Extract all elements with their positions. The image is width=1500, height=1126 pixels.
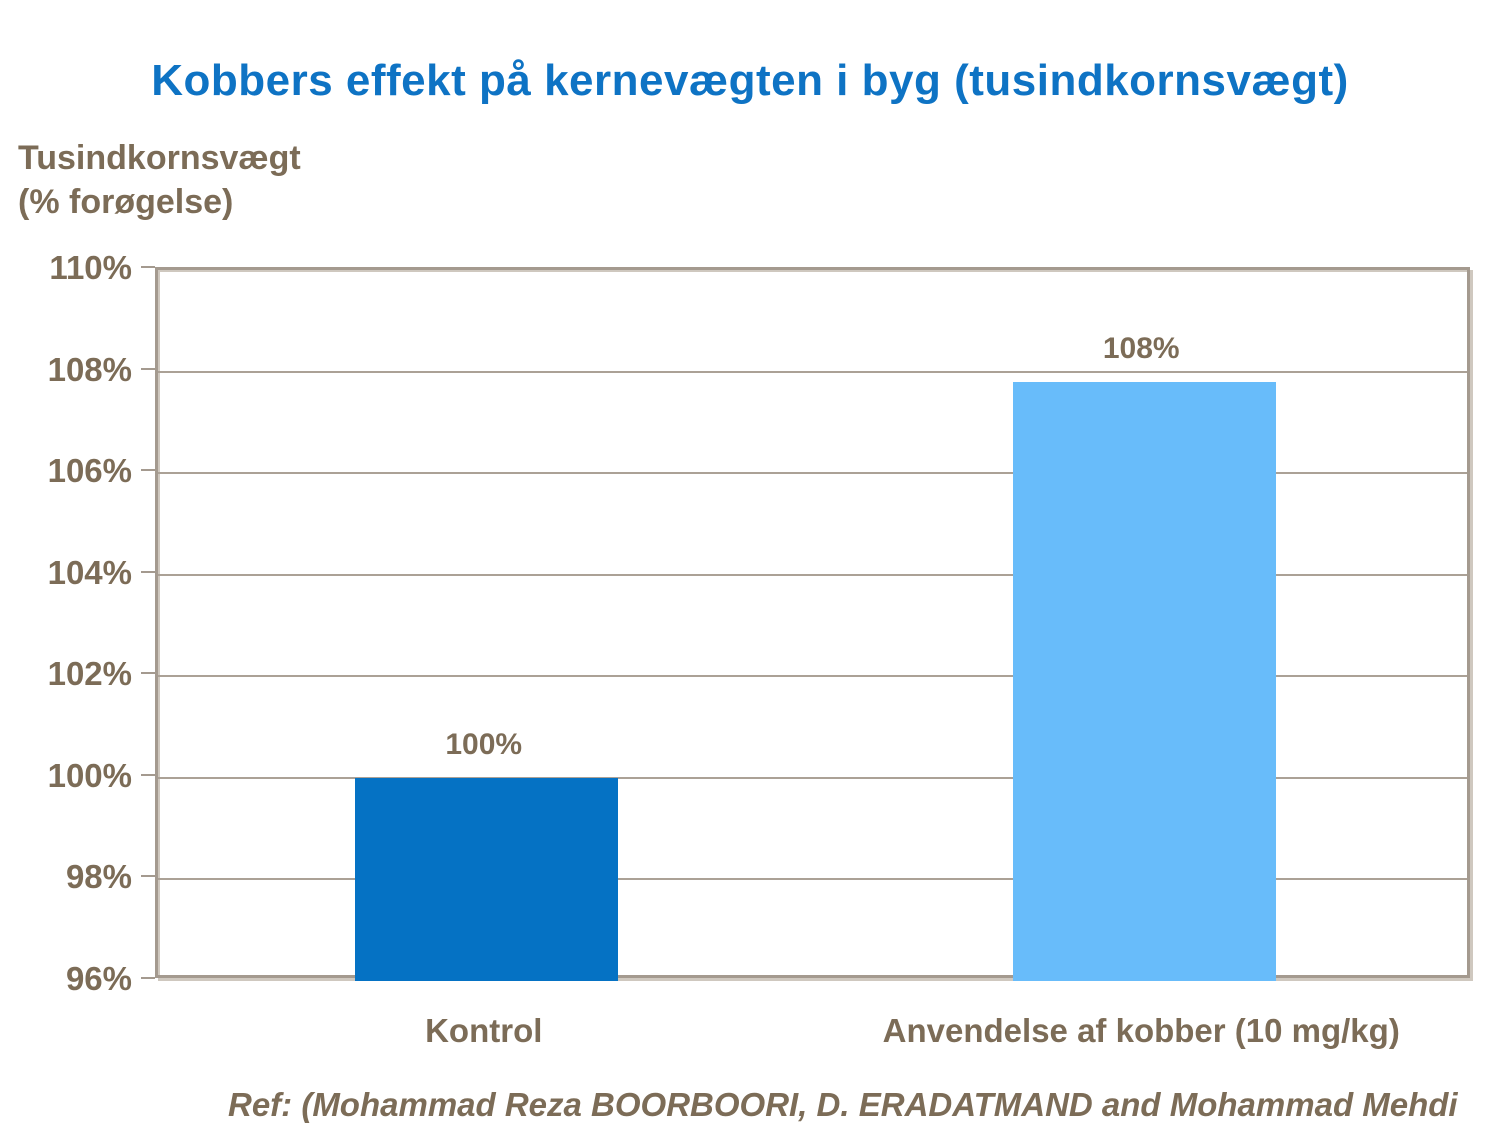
- y-axis-tick-104: [141, 570, 155, 573]
- y-axis-tick-110: [141, 266, 155, 268]
- x-category-label-2: Anvendelse af kobber (10 mg/kg): [882, 1012, 1400, 1049]
- bar-value-label-2: 108%: [1102, 331, 1180, 365]
- y-axis-tick-98: [141, 875, 155, 878]
- bar-value-label-1: 100%: [445, 727, 523, 761]
- gridline-108: [158, 370, 1467, 373]
- y-axis-title-line-1: Tusindkornsvægt: [18, 139, 301, 177]
- y-axis-tick-108: [141, 367, 155, 370]
- y-axis-title: Tusindkornsvægt (% forøgelse): [18, 136, 301, 224]
- x-category-label-1: Kontrol: [425, 1012, 543, 1049]
- y-axis-title-line-2: (% forøgelse): [18, 183, 234, 222]
- y-tick-label-106: 106%: [47, 452, 132, 490]
- y-tick-label-110: 110%: [49, 249, 132, 286]
- chart-title: Kobbers effekt på kernevægten i byg (tus…: [151, 56, 1349, 105]
- y-tick-label-104: 104%: [47, 553, 132, 591]
- y-tick-label-96: 96%: [65, 960, 132, 997]
- y-axis-tick-106: [141, 469, 155, 472]
- gridline-100: [158, 776, 1467, 779]
- gridline-106: [158, 472, 1467, 475]
- y-axis-tick-102: [141, 672, 155, 675]
- reference-text: Ref: (Mohammad Reza BOORBOORI, D. ERADAT…: [228, 1086, 1458, 1123]
- y-axis-tick-100: [141, 773, 155, 776]
- y-axis-tick-96: [141, 977, 155, 979]
- gridline-102: [158, 675, 1467, 678]
- gridline-104: [158, 573, 1467, 576]
- bar-kontrol: [355, 777, 619, 981]
- gridline-98: [158, 878, 1467, 881]
- y-tick-label-102: 102%: [47, 655, 132, 693]
- plot-area: [155, 267, 1470, 981]
- y-tick-label-100: 100%: [47, 756, 132, 794]
- y-tick-label-108: 108%: [47, 350, 132, 388]
- y-tick-label-98: 98%: [65, 858, 132, 896]
- bar-kobber: [1012, 381, 1276, 981]
